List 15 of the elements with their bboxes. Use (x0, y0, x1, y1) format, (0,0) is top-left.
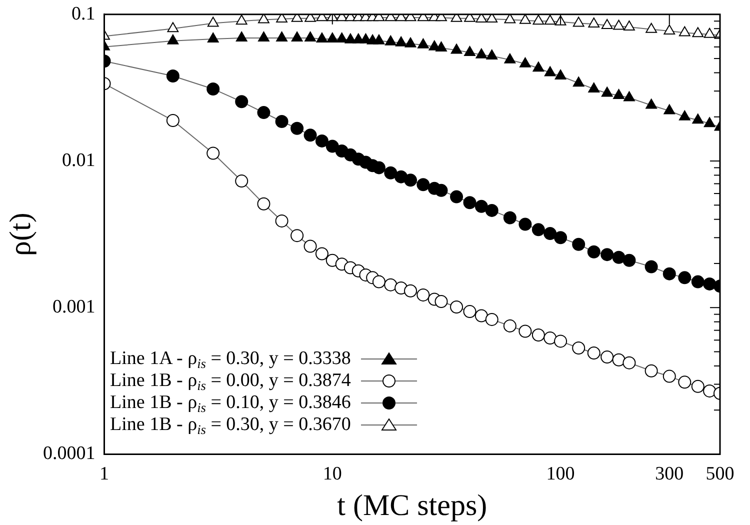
x-tick-label: 1 (100, 464, 109, 485)
y-tick-label: 0.1 (72, 3, 96, 24)
legend-label: Line 1A - ρ$_{is}$ = 0.30, y = 0.3338 (110, 348, 351, 371)
legend-label: Line 1B - ρ$_{is}$ = 0.10, y = 0.3846 (110, 392, 351, 415)
y-tick-label: 0.001 (52, 296, 96, 318)
x-axis-title: t (MC steps) (337, 488, 488, 522)
x-tick-label: 300 (655, 464, 684, 485)
y-tick-label: 0.01 (62, 150, 96, 171)
legend-label: Line 1B - ρ$_{is}$ = 0.30, y = 0.3670 (110, 414, 351, 437)
y-axis-title: ρ(t) (4, 212, 37, 256)
x-tick-label: 500 (706, 464, 734, 485)
legend-label: Line 1B - ρ$_{is}$ = 0.00, y = 0.3874 (110, 370, 351, 393)
x-tick-label: 100 (546, 464, 575, 485)
y-tick-label: 0.0001 (43, 443, 96, 464)
x-tick-label: 10 (322, 464, 342, 485)
